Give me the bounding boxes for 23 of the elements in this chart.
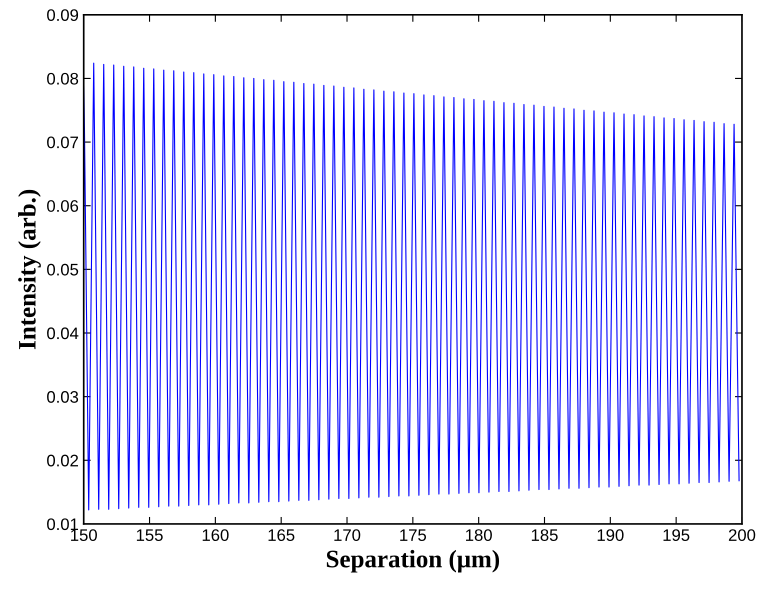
y-tick-label: 0.01 — [47, 518, 78, 530]
x-tick-label: 200 — [728, 529, 756, 542]
y-tick-label: 0.05 — [47, 264, 78, 276]
x-tick-label: 165 — [268, 529, 294, 542]
y-tick-label: 0.02 — [47, 454, 78, 466]
x-tick-label: 155 — [136, 529, 163, 542]
x-tick-label: 160 — [202, 529, 229, 542]
x-tick-label: 170 — [334, 529, 360, 542]
y-axis-title: Intensity (arb.) — [18, 190, 41, 350]
x-tick-label: 150 — [71, 529, 97, 542]
x-tick-label: 180 — [466, 529, 492, 542]
y-tick-label: 0.08 — [47, 72, 78, 85]
y-tick-label: 0.03 — [47, 391, 78, 403]
x-tick-label: 190 — [598, 529, 624, 542]
x-tick-label: 195 — [664, 529, 690, 542]
x-tick-label: 185 — [532, 529, 558, 542]
x-tick-label: 175 — [400, 529, 426, 542]
x-axis-title: Separation (μm) — [326, 550, 500, 573]
y-tick-label: 0.07 — [47, 136, 78, 148]
line-series — [84, 62, 740, 510]
y-tick-label: 0.04 — [47, 327, 78, 340]
y-tick-label: 0.06 — [47, 200, 78, 212]
y-tick-label: 0.09 — [47, 9, 78, 22]
